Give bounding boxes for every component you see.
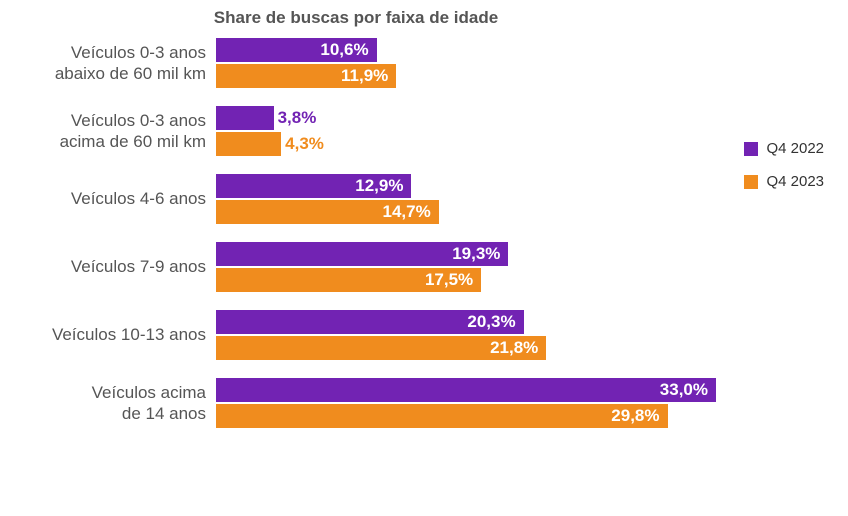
category-label-line: Veículos 7-9 anos <box>71 257 206 276</box>
bar: 10,6% <box>216 38 377 62</box>
chart-rows: Veículos 0-3 anos abaixo de 60 mil km 10,6… <box>16 38 736 428</box>
bar: 3,8% <box>216 106 274 130</box>
category-label-line: de 14 anos <box>122 404 206 423</box>
bar-value-label: 21,8% <box>490 338 546 358</box>
bar: 33,0% <box>216 378 716 402</box>
category-row: Veículos acima de 14 anos 33,0% 29,8% <box>16 378 736 428</box>
bar-value-label: 19,3% <box>452 244 508 264</box>
category-row: Veículos 4-6 anos 12,9% 14,7% <box>16 174 736 224</box>
legend-swatch <box>744 142 758 156</box>
category-label-line: Veículos 4-6 anos <box>71 189 206 208</box>
bar: 11,9% <box>216 64 396 88</box>
bar-value-label: 3,8% <box>274 108 317 128</box>
legend-swatch <box>744 175 758 189</box>
category-label-line: Veículos acima <box>92 383 206 402</box>
bar-value-label: 12,9% <box>355 176 411 196</box>
legend-label: Q4 2022 <box>766 140 824 157</box>
bar-value-label: 11,9% <box>341 66 396 86</box>
category-label-line: Veículos 10-13 anos <box>52 325 206 344</box>
category-label-line: acima de 60 mil km <box>60 132 206 151</box>
bar-value-label: 29,8% <box>611 406 667 426</box>
legend-item: Q4 2023 <box>744 173 824 190</box>
bar-value-label: 14,7% <box>383 202 439 222</box>
category-label: Veículos 7-9 anos <box>16 256 216 277</box>
category-row: Veículos 10-13 anos 20,3% 21,8% <box>16 310 736 360</box>
legend-item: Q4 2022 <box>744 140 824 157</box>
category-label: Veículos 0-3 anos abaixo de 60 mil km <box>16 42 216 85</box>
bar: 14,7% <box>216 200 439 224</box>
legend: Q4 2022 Q4 2023 <box>744 140 824 190</box>
category-row: Veículos 0-3 anos abaixo de 60 mil km 10,6… <box>16 38 736 88</box>
category-row: Veículos 7-9 anos 19,3% 17,5% <box>16 242 736 292</box>
category-label-line: Veículos 0-3 anos <box>71 111 206 130</box>
bar-value-label: 4,3% <box>281 134 324 154</box>
category-label: Veículos 10-13 anos <box>16 324 216 345</box>
bar-group: 12,9% 14,7% <box>216 174 736 224</box>
bar-group: 20,3% 21,8% <box>216 310 736 360</box>
chart-title: Share de buscas por faixa de idade <box>16 8 536 28</box>
bar-value-label: 20,3% <box>467 312 523 332</box>
bar: 12,9% <box>216 174 411 198</box>
bar: 21,8% <box>216 336 546 360</box>
bar-value-label: 10,6% <box>320 40 376 60</box>
bar: 17,5% <box>216 268 481 292</box>
bar-group: 19,3% 17,5% <box>216 242 736 292</box>
bar-value-label: 17,5% <box>425 270 481 290</box>
bar: 29,8% <box>216 404 668 428</box>
bar-group: 3,8%4,3% <box>216 106 736 156</box>
chart-area: Veículos 0-3 anos abaixo de 60 mil km 10,6… <box>16 38 832 428</box>
bar: 4,3% <box>216 132 281 156</box>
category-label-line: Veículos 0-3 anos <box>71 43 206 62</box>
category-label: Veículos 4-6 anos <box>16 188 216 209</box>
bar-group: 33,0% 29,8% <box>216 378 736 428</box>
bar-value-label: 33,0% <box>660 380 716 400</box>
bar: 19,3% <box>216 242 508 266</box>
bar: 20,3% <box>216 310 524 334</box>
category-label: Veículos acima de 14 anos <box>16 382 216 425</box>
category-label: Veículos 0-3 anos acima de 60 mil km <box>16 110 216 153</box>
bar-group: 10,6% 11,9% <box>216 38 736 88</box>
category-label-line: abaixo de 60 mil km <box>55 64 206 83</box>
legend-label: Q4 2023 <box>766 173 824 190</box>
category-row: Veículos 0-3 anosacima de 60 mil km3,8%4… <box>16 106 736 156</box>
